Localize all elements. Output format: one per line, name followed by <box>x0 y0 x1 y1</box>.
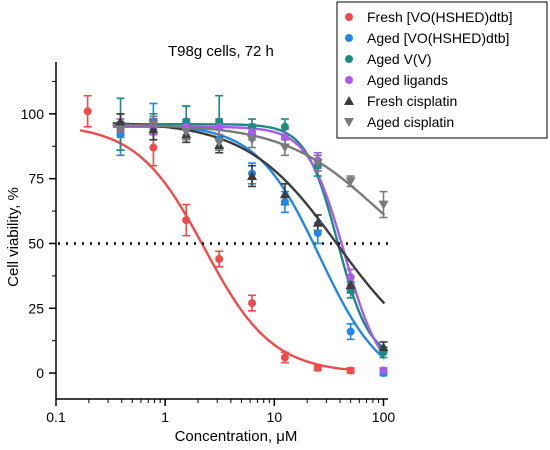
legend-marker <box>344 96 354 105</box>
legend-marker <box>345 34 353 42</box>
data-point <box>116 130 125 139</box>
x-ticks: 0.1 1 10 100 <box>46 399 395 425</box>
legend-marker <box>344 118 354 127</box>
data-point <box>247 135 258 145</box>
data-point <box>215 122 224 131</box>
data-point <box>215 255 224 264</box>
fit-curves <box>79 122 386 372</box>
data-point <box>378 200 389 210</box>
data-point <box>379 366 388 375</box>
data-point <box>115 125 126 135</box>
data-point <box>279 189 290 199</box>
legend-label: Fresh cisplatin <box>367 93 457 109</box>
legend-label: Aged ligands <box>367 72 448 88</box>
plot-area <box>58 94 389 378</box>
data-point <box>248 299 257 308</box>
axes: 0.1 1 10 100 0 25 50 75 100 <box>21 62 395 425</box>
x-tick-label: 10 <box>267 409 283 425</box>
data-point <box>279 143 290 153</box>
legend-box <box>336 1 548 139</box>
x-tick-label: 1 <box>161 409 169 425</box>
y-tick-label: 25 <box>28 300 44 316</box>
data-point <box>378 342 389 352</box>
data-point <box>247 171 258 181</box>
data-point <box>280 122 289 131</box>
y-axis-title: Cell viability, % <box>5 187 22 287</box>
legend-label: Aged cisplatin <box>367 114 454 130</box>
data-point <box>346 366 355 375</box>
data-point <box>182 216 191 225</box>
data-point <box>345 279 356 289</box>
legend: Fresh [VO(HSHED)dtb] Aged [VO(HSHED)dtb] A… <box>336 1 548 139</box>
data-point <box>83 107 92 116</box>
data-point <box>181 127 192 137</box>
legend-label: Aged V(V) <box>367 51 432 67</box>
data-markers <box>83 107 389 378</box>
data-point <box>115 116 126 126</box>
data-point <box>346 327 355 336</box>
data-point <box>280 197 289 206</box>
y-tick-label: 75 <box>28 171 44 187</box>
data-point <box>280 133 289 142</box>
x-tick-label: 0.1 <box>46 409 66 425</box>
data-point <box>312 217 323 227</box>
data-point <box>313 363 322 372</box>
data-point <box>346 273 355 282</box>
data-point <box>214 138 225 148</box>
data-point <box>149 143 158 152</box>
y-tick-label: 0 <box>36 365 44 381</box>
x-tick-label: 100 <box>372 409 396 425</box>
data-point <box>312 159 323 169</box>
data-point <box>248 127 257 136</box>
chart-annotation: T98g cells, 72 h <box>168 43 274 60</box>
data-point <box>148 120 159 130</box>
fit-curve <box>79 129 352 372</box>
legend-marker <box>345 55 353 63</box>
data-point <box>313 229 322 238</box>
y-tick-label: 100 <box>21 106 45 122</box>
y-ticks: 0 25 50 75 100 <box>21 80 56 381</box>
data-point <box>345 177 356 187</box>
legend-marker <box>345 76 353 84</box>
x-axis-title: Concentration, μM <box>175 428 298 445</box>
legend-marker <box>345 13 353 21</box>
y-tick-label: 50 <box>28 235 44 251</box>
data-point <box>280 353 289 362</box>
legend-label: Fresh [VO(HSHED)dtb] <box>367 9 512 25</box>
legend-label: Aged [VO(HSHED)dtb] <box>367 30 509 46</box>
